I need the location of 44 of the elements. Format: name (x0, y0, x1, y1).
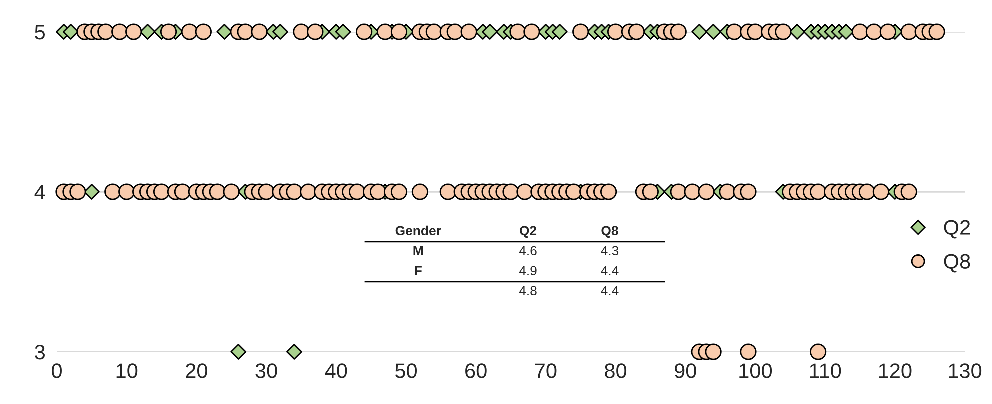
point (272, 24, 288, 40)
annotation: M (414, 246, 423, 256)
annotation: 4.9 (519, 266, 537, 276)
x-tick-label: 80 (605, 364, 627, 378)
point (286, 344, 302, 360)
annotation: F (415, 266, 422, 276)
point (552, 24, 568, 40)
annotation: 4.6 (519, 246, 537, 256)
point (84, 184, 100, 200)
x-tick-label: 40 (325, 364, 348, 378)
annotation: Gender (396, 226, 442, 236)
point (140, 24, 156, 40)
annotation: 4.4 (601, 266, 619, 276)
point (838, 24, 854, 40)
point (692, 24, 708, 40)
point (706, 24, 722, 40)
legend-label: Q2 (944, 220, 970, 239)
annotation: 4.8 (519, 286, 537, 296)
annotation: Q8 (602, 226, 618, 238)
annotation: 4.3 (601, 246, 619, 256)
x-tick-label: 10 (116, 364, 138, 378)
x-tick-label: 0 (52, 364, 62, 378)
y-tick-label: 4 (34, 185, 46, 200)
x-tick-label: 120 (879, 364, 912, 378)
point (335, 24, 352, 40)
x-tick-label: 30 (256, 364, 278, 378)
point (482, 24, 498, 40)
legend-label: Q8 (944, 254, 970, 273)
annotation: 4.4 (601, 286, 619, 296)
point (216, 24, 233, 40)
x-tick-label: 110 (810, 364, 842, 378)
x-tick-label: 100 (740, 364, 772, 378)
annotation: Q2 (520, 226, 537, 238)
x-tick-label: 130 (949, 364, 982, 378)
x-tick-label: 50 (395, 364, 418, 378)
y-tick-label: 5 (35, 25, 46, 40)
x-tick-label: 90 (675, 364, 696, 378)
x-tick-label: 70 (535, 364, 557, 378)
x-tick-label: 20 (186, 364, 208, 378)
x-tick-label: 60 (466, 364, 487, 378)
point (230, 344, 247, 360)
point (789, 24, 806, 40)
y-tick-label: 3 (35, 345, 45, 360)
point (62, 24, 79, 40)
